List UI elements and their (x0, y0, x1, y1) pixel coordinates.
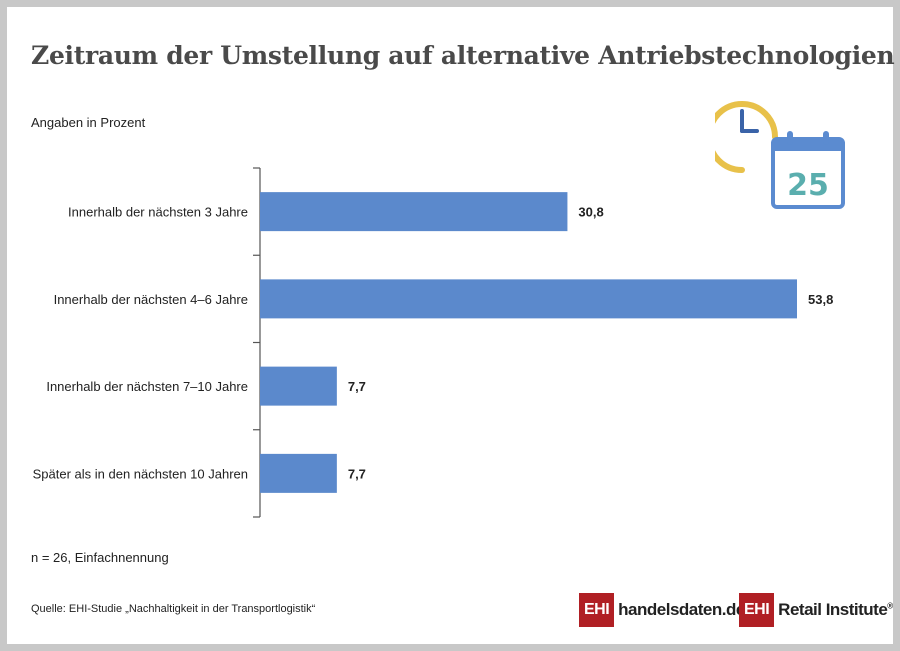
value-label-1: 30,8 (578, 205, 603, 220)
clock-calendar-icon: 25 (715, 101, 845, 209)
category-label-4: Später als in den nächsten 10 Jahren (33, 466, 248, 481)
registered-mark: ® (887, 601, 893, 611)
source-note: Quelle: EHI-Studie „Nachhaltigkeit in de… (31, 603, 316, 615)
bar-1 (260, 192, 568, 232)
ehi-logo-mark: EHI (739, 593, 775, 627)
ehi-retail-institute-logo[interactable]: EHI Retail Institute® (739, 593, 893, 627)
category-label-2: Innerhalb der nächsten 4–6 Jahre (54, 292, 248, 307)
chart-card: Zeitraum der Umstellung auf alternative … (7, 7, 895, 644)
value-label-2: 53,8 (808, 292, 833, 307)
clock-arc (715, 101, 778, 173)
retail-institute-logo-text: Retail Institute® (778, 600, 893, 620)
value-label-4: 7,7 (348, 466, 366, 481)
category-label-1: Innerhalb der nächsten 3 Jahre (68, 205, 248, 220)
chart-subtitle: Angaben in Prozent (31, 115, 146, 130)
handelsdaten-logo[interactable]: EHI handelsdaten.de (579, 593, 745, 627)
calendar-day: 25 (787, 168, 829, 203)
sample-note: n = 26, Einfachnennung (31, 550, 169, 565)
calendar-ring-left (787, 131, 793, 145)
retail-institute-text: Retail Institute (778, 600, 888, 619)
ehi-logo-mark: EHI (579, 593, 615, 627)
bar-2 (260, 279, 797, 319)
bar-chart: Innerhalb der nächsten 3 Jahre Innerhalb … (33, 167, 833, 518)
calendar-ring-right (823, 131, 829, 145)
chart-title: Zeitraum der Umstellung auf alternative … (31, 41, 895, 70)
bar-4 (260, 453, 337, 493)
category-label-3: Innerhalb der nächsten 7–10 Jahre (46, 379, 248, 394)
bar-3 (260, 366, 337, 406)
handelsdaten-logo-text: handelsdaten.de (618, 600, 745, 619)
value-label-3: 7,7 (348, 379, 366, 394)
